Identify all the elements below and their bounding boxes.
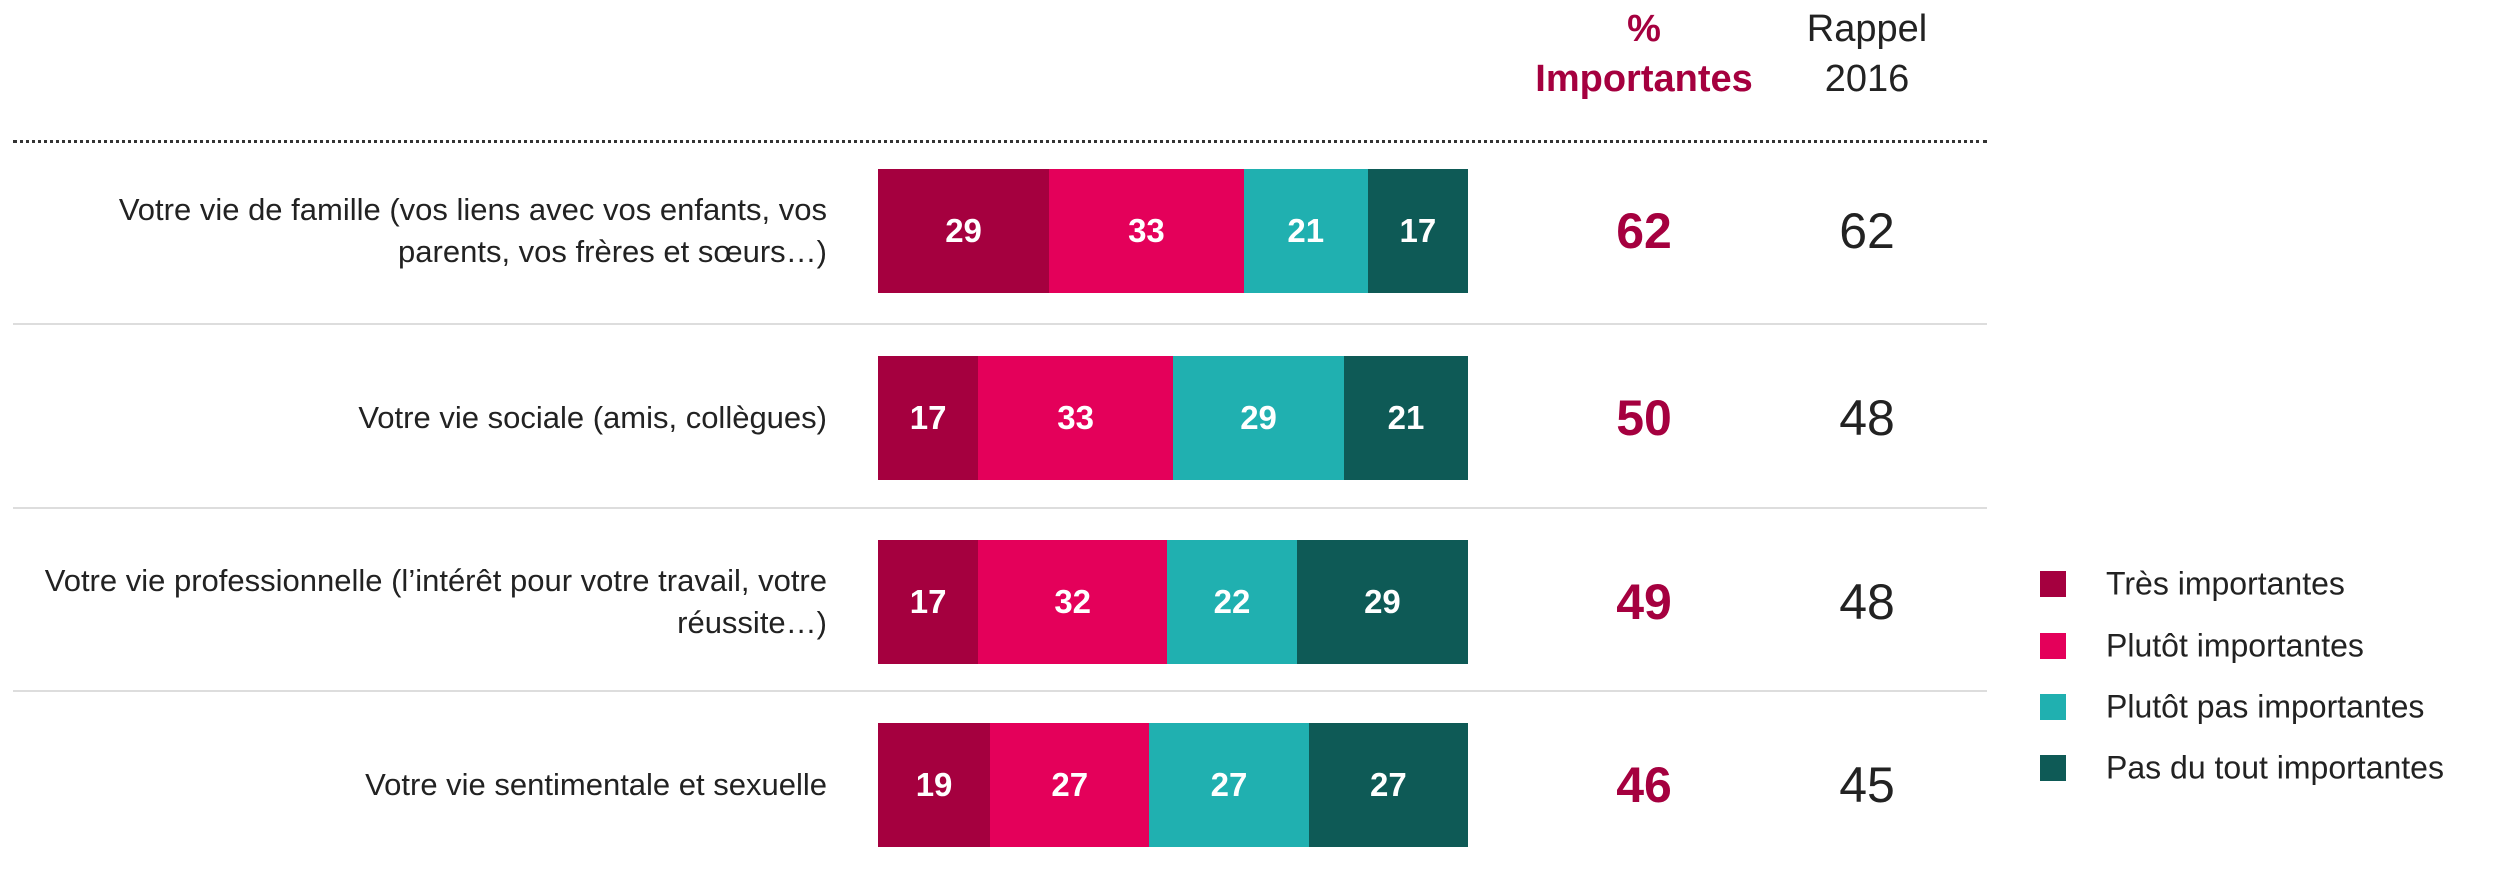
bar-segment: 33 — [978, 356, 1173, 480]
category-label: Votre vie sociale (amis, collègues) — [358, 400, 827, 435]
category-label: Votre vie professionnelle (l’intérêt pou… — [44, 563, 827, 640]
column-value: 45 — [1839, 757, 1895, 813]
bar-segment: 27 — [1149, 723, 1309, 847]
bar-segment: 21 — [1243, 169, 1368, 293]
data-label: 21 — [1287, 212, 1325, 249]
bar-segment: 29 — [1296, 540, 1468, 664]
data-label: 19 — [915, 766, 953, 803]
data-label: 17 — [909, 399, 947, 436]
column-header: % Importantes — [1535, 8, 1753, 100]
bar-segment: 17 — [1367, 169, 1468, 293]
bar-segment: 27 — [1308, 723, 1468, 847]
legend-label: Très importantes — [2106, 565, 2345, 602]
bar-segment: 19 — [878, 723, 991, 847]
column-value: 48 — [1839, 574, 1895, 630]
legend-swatch — [2040, 633, 2066, 659]
data-label: 27 — [1369, 766, 1407, 803]
bar-segment: 29 — [1173, 356, 1345, 480]
bar-segment: 33 — [1049, 169, 1244, 293]
column-value: 46 — [1616, 757, 1672, 813]
column-value: 62 — [1616, 203, 1672, 259]
header-rule — [13, 140, 1987, 143]
category-label: Votre vie sentimentale et sexuelle — [365, 767, 827, 802]
column-value: 50 — [1616, 390, 1672, 446]
legend-label: Pas du tout importantes — [2106, 749, 2444, 786]
column-header: Rappel 2016 — [1806, 8, 1928, 100]
legend-swatch — [2040, 694, 2066, 720]
bar-segment: 27 — [990, 723, 1150, 847]
bar-segment: 17 — [878, 356, 979, 480]
legend-label: Plutôt importantes — [2106, 627, 2364, 664]
data-label: 17 — [909, 583, 947, 620]
bar-segment: 29 — [878, 169, 1050, 293]
data-label: 27 — [1210, 766, 1248, 803]
bar-segment: 22 — [1167, 540, 1297, 664]
row-separator — [13, 507, 1987, 509]
bar-segment: 32 — [978, 540, 1168, 664]
data-label: 29 — [945, 212, 982, 249]
row-separator — [13, 323, 1987, 325]
data-label: 22 — [1213, 583, 1251, 620]
column-value: 49 — [1616, 574, 1672, 630]
legend-label: Plutôt pas importantes — [2106, 688, 2425, 725]
legend-swatch — [2040, 755, 2066, 781]
data-label: 17 — [1399, 212, 1437, 249]
bar-segment: 21 — [1344, 356, 1468, 480]
data-label: 27 — [1051, 766, 1089, 803]
column-value: 48 — [1839, 390, 1895, 446]
data-label: 21 — [1387, 399, 1425, 436]
data-label: 33 — [1057, 399, 1094, 436]
data-label: 32 — [1054, 583, 1092, 620]
data-label: 33 — [1128, 212, 1165, 249]
data-label: 29 — [1240, 399, 1277, 436]
legend-swatch — [2040, 571, 2066, 597]
category-label: Votre vie de famille (vos liens avec vos… — [118, 192, 827, 269]
column-value: 62 — [1839, 203, 1895, 259]
row-separator — [13, 690, 1987, 692]
bar-segment: 17 — [878, 540, 979, 664]
data-label: 29 — [1364, 583, 1401, 620]
